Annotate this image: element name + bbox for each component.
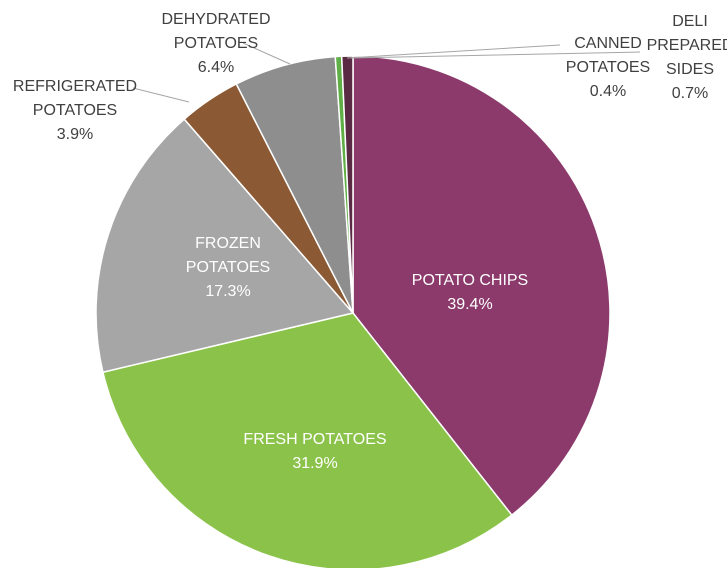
data-label-deli-prepared-sides: DELI PREPARED SIDES 0.7%: [647, 13, 727, 102]
slice-name-line: CANNED: [574, 35, 642, 52]
slice-value-label: 17.3%: [205, 283, 250, 300]
slice-name-line: REFRIGERATED: [13, 78, 137, 95]
slice-name-line: FROZEN: [195, 235, 261, 252]
slice-name-line: DELI: [672, 13, 708, 30]
slice-name-line: DEHYDRATED: [161, 11, 270, 28]
slice-value-label: 31.9%: [292, 455, 337, 472]
data-label-dehydrated-potatoes: DEHYDRATED POTATOES 6.4%: [161, 11, 270, 76]
slice-name-line: SIDES: [666, 61, 714, 78]
slice-name-line: FRESH POTATOES: [243, 431, 386, 448]
slice-name-line: POTATOES: [33, 102, 117, 119]
slice-value-label: 3.9%: [57, 126, 93, 143]
slice-value-label: 6.4%: [198, 59, 234, 76]
slice-name-line: POTATOES: [174, 35, 258, 52]
slice-value-label: 0.7%: [672, 85, 708, 102]
pie-slices: [96, 56, 610, 568]
slice-value-label: 0.4%: [590, 83, 626, 100]
slice-value-label: 39.4%: [447, 296, 492, 313]
slice-name-line: POTATOES: [566, 59, 650, 76]
data-label-refrigerated-potatoes: REFRIGERATED POTATOES 3.9%: [13, 78, 137, 143]
data-label-canned-potatoes: CANNED POTATOES 0.4%: [566, 35, 650, 100]
slice-name-line: POTATO CHIPS: [412, 272, 528, 289]
slice-name-line: PREPARED: [647, 37, 727, 54]
leader-line-refrigerated-potatoes: [133, 88, 189, 102]
slice-name-line: POTATOES: [186, 259, 270, 276]
